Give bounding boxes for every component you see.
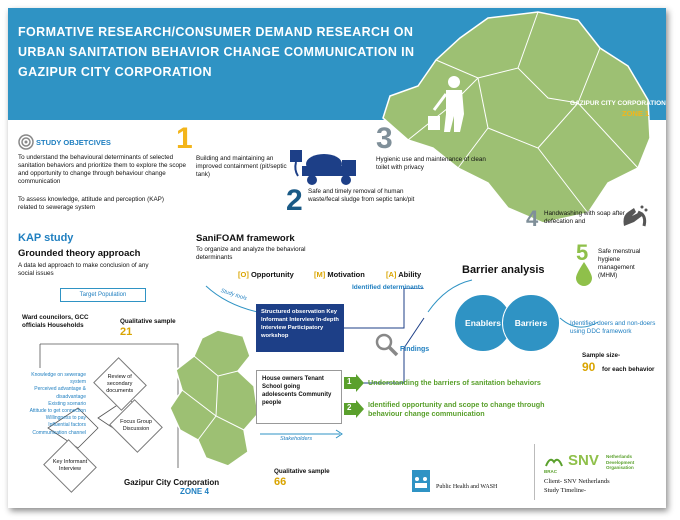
kap-topics: Knowledge on sewerage system Perceived a… bbox=[22, 372, 86, 437]
focus-behaviour-1: Building and maintaining an improved con… bbox=[196, 155, 287, 178]
kap-qual-value: 21 bbox=[120, 326, 133, 338]
o-word: Opportunity bbox=[250, 270, 294, 279]
secondary-documents-label: Review of secondary documents bbox=[106, 373, 134, 394]
zone4-qual-value: 66 bbox=[274, 476, 287, 488]
o-letter: [O] bbox=[238, 270, 249, 279]
client-label: Client- SNV Netherlands bbox=[544, 478, 610, 485]
drop-icon bbox=[576, 262, 592, 286]
findings-label: Findings bbox=[400, 346, 430, 353]
stakeholders-label: Stakeholders bbox=[280, 436, 313, 442]
focus-number-5: 5 bbox=[576, 240, 589, 265]
stakeholders-box: House owners Tenant School going adolesc… bbox=[256, 370, 342, 424]
m-letter: [M] bbox=[314, 270, 326, 279]
poster-title: Formative Research/Consumer Demand Resea… bbox=[18, 25, 415, 79]
sanifoam-desc: To organize and analyze the behavioral d… bbox=[196, 246, 306, 261]
focus-number-2: 2 bbox=[286, 184, 303, 217]
kap-topic: Influential factors bbox=[48, 422, 86, 429]
outcome-2: Identified opportunity and scope to chan… bbox=[368, 400, 545, 418]
kap-topic: Communication channel bbox=[32, 429, 86, 436]
brac-label: BRAC bbox=[544, 469, 557, 474]
phw-logo bbox=[412, 470, 430, 492]
kap-topic: Knowledge on sewerage system bbox=[31, 372, 86, 386]
sanifoam-heading: SaniFOAM framework bbox=[196, 233, 295, 244]
fgd-label: Focus Group Discussion bbox=[120, 419, 152, 432]
barrier-heading: Barrier analysis bbox=[462, 264, 545, 276]
handwash-icon bbox=[623, 205, 648, 227]
focus-behaviour-5: Safe menstrual hygiene management (MHM) bbox=[598, 248, 641, 279]
kii-label: Key Informant Interview bbox=[52, 459, 88, 472]
kap-topic: Perceived advantage & disadvantage bbox=[34, 386, 86, 400]
phw-label: Public Health and WASH bbox=[436, 484, 498, 490]
zone4-label: ZONE 4 bbox=[180, 487, 209, 496]
bracket-lines bbox=[344, 288, 425, 384]
kap-topic: Existing scenario bbox=[48, 400, 86, 407]
kap-population: Ward councilors, GCC officials Household… bbox=[22, 314, 89, 329]
stakeholders-list: House owners Tenant School going adolesc… bbox=[262, 376, 332, 406]
identified-determinants: Identified determinants bbox=[352, 284, 424, 291]
a-word: Ability bbox=[398, 270, 422, 279]
zone4-name: Gazipur City Corporation bbox=[124, 478, 220, 487]
objectives-heading: STUDY OBJETCIVES bbox=[36, 138, 111, 147]
zone4-qual-label: Qualitative sample bbox=[274, 468, 330, 475]
sample-size-label: Sample size- bbox=[582, 352, 621, 359]
barriers-circle: Barriers bbox=[502, 294, 560, 352]
truck-icon bbox=[290, 150, 356, 185]
grounded-theory: Grounded theory approach bbox=[18, 248, 141, 259]
poster: Formative Research/Consumer Demand Resea… bbox=[8, 8, 666, 508]
focus-number-4: 4 bbox=[526, 206, 539, 231]
snv-subtitle: Netherlands Development Organisation bbox=[606, 454, 635, 470]
focus-heading: FOCUS BEHAVIOURS bbox=[203, 125, 260, 145]
outcome-arrow-1 bbox=[344, 374, 364, 392]
sample-size-value: 90 bbox=[582, 360, 596, 374]
objective-1: To understand the behavioural determinan… bbox=[18, 154, 187, 185]
stakeholders-arrow bbox=[260, 429, 343, 439]
snv-logo: SNV bbox=[568, 452, 599, 469]
target-population: Target Population bbox=[60, 288, 146, 302]
focus-behaviour-4: Handwashing with soap after defecation a… bbox=[544, 210, 625, 225]
sample-size-suffix: for each behavior bbox=[602, 366, 655, 373]
zone4-map bbox=[169, 329, 259, 467]
cleaner-icon bbox=[428, 76, 464, 132]
outcome-number-1: 1 bbox=[347, 377, 352, 386]
zone1-name: GAZIPUR CITY CORPORATION bbox=[570, 100, 666, 107]
magnifier-icon bbox=[375, 333, 399, 357]
kap-heading: KAP study bbox=[18, 232, 74, 244]
outcome-1: Understanding the barriers of sanitation… bbox=[368, 378, 541, 387]
outcome-arrow-2 bbox=[344, 400, 364, 418]
doers-text: Identified doers and non-doers using DDC… bbox=[570, 320, 656, 335]
focus-number-3: 3 bbox=[376, 122, 393, 155]
footer-divider bbox=[534, 444, 535, 500]
outcome-number-2: 2 bbox=[347, 403, 352, 412]
m-word: Motivation bbox=[327, 270, 365, 279]
kap-topic: Willingness to pay bbox=[45, 415, 86, 422]
sanifoam-opportunity: [O] Opportunity bbox=[238, 270, 294, 279]
sanifoam-ability: [A] Ability bbox=[386, 270, 421, 279]
doers-arrow bbox=[559, 317, 599, 328]
study-tools-box: Structured observation Key Informant Int… bbox=[256, 304, 344, 352]
grounded-desc: A data led approach to make conclusion o… bbox=[18, 262, 149, 277]
zone1-label: ZONE 1 bbox=[622, 109, 650, 118]
timeline-label: Study Timeline- bbox=[544, 487, 587, 494]
zone1-map bbox=[382, 11, 651, 224]
a-letter: [A] bbox=[386, 270, 397, 279]
barrier-arrow bbox=[427, 279, 473, 313]
kap-topic: Attitude to get connection bbox=[29, 408, 86, 415]
objective-2: To assess knowledge, attitude and percep… bbox=[18, 196, 164, 211]
brac-logo bbox=[545, 458, 563, 467]
sanifoam-motivation: [M] Motivation bbox=[314, 270, 365, 279]
target-icon bbox=[18, 134, 34, 150]
focus-behaviour-2: Safe and timely removal of human waste/f… bbox=[308, 188, 415, 203]
kap-qual-label: Qualitative sample bbox=[120, 318, 176, 325]
focus-number-1: 1 bbox=[176, 122, 193, 155]
focus-behaviour-3: Hygienic use and maintenance of clean to… bbox=[376, 156, 486, 171]
